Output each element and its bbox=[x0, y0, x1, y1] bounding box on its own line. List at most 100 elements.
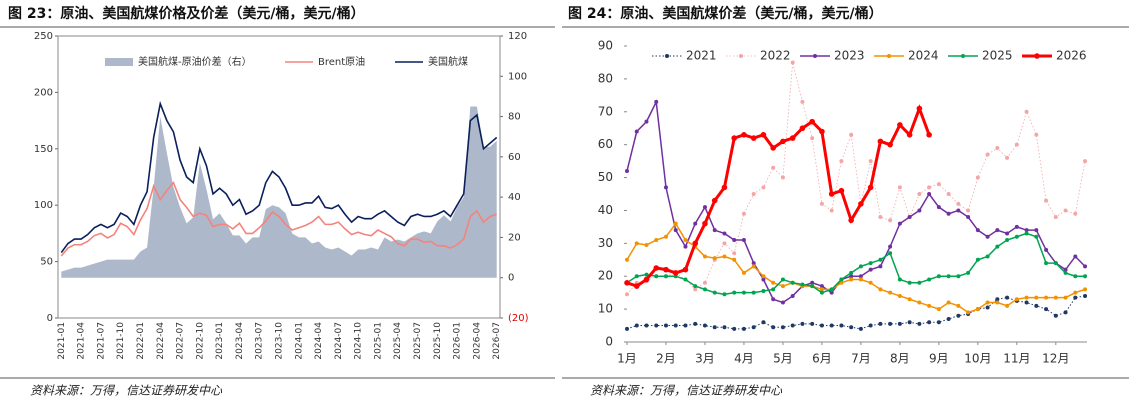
marker bbox=[1024, 109, 1029, 114]
marker bbox=[741, 238, 746, 243]
x-tick-label: 2025-07 bbox=[413, 322, 423, 360]
marker bbox=[693, 321, 698, 326]
x-tick-label: 6月 bbox=[812, 352, 832, 366]
marker bbox=[1024, 300, 1029, 305]
marker bbox=[741, 290, 746, 295]
marker bbox=[654, 238, 659, 243]
x-tick-label: 10月 bbox=[964, 352, 991, 366]
legend-label: 2024 bbox=[908, 49, 939, 63]
legend-label: 2023 bbox=[834, 49, 865, 63]
marker bbox=[761, 277, 766, 282]
marker bbox=[790, 60, 795, 65]
marker bbox=[1034, 132, 1039, 137]
legend-label: 美国航煤-原油价差（右） bbox=[138, 55, 252, 68]
x-tick-label: 2024-01 bbox=[294, 322, 304, 360]
marker bbox=[790, 293, 795, 298]
marker bbox=[966, 310, 971, 315]
marker bbox=[985, 234, 990, 239]
marker bbox=[1005, 155, 1010, 160]
marker bbox=[672, 270, 679, 276]
x-tick-label: 12月 bbox=[1042, 352, 1069, 366]
marker bbox=[927, 192, 932, 196]
marker bbox=[819, 284, 824, 289]
marker bbox=[858, 277, 863, 282]
marker bbox=[702, 254, 707, 259]
marker bbox=[751, 192, 756, 196]
x-tick-label: 8月 bbox=[890, 352, 910, 366]
marker bbox=[946, 211, 951, 216]
x-tick-label: 9月 bbox=[929, 352, 949, 366]
marker bbox=[810, 280, 815, 285]
marker bbox=[712, 256, 717, 261]
y-tick-label: 0 bbox=[605, 335, 613, 349]
marker bbox=[643, 276, 650, 283]
y-tick-label: 150 bbox=[34, 144, 53, 155]
marker bbox=[936, 320, 941, 325]
marker bbox=[780, 277, 785, 282]
marker bbox=[897, 221, 902, 226]
marker bbox=[888, 290, 893, 295]
marker bbox=[868, 323, 873, 328]
marker bbox=[732, 251, 737, 256]
x-tick-label: 2022-01 bbox=[136, 322, 146, 360]
marker bbox=[625, 292, 629, 297]
marker bbox=[810, 284, 815, 289]
marker bbox=[1005, 303, 1010, 308]
marker bbox=[829, 290, 834, 295]
y2-tick-label: 100 bbox=[508, 71, 527, 82]
marker bbox=[1034, 234, 1039, 239]
marker bbox=[907, 297, 912, 302]
x-tick-label: 5月 bbox=[773, 352, 793, 366]
marker bbox=[780, 300, 785, 305]
marker bbox=[819, 290, 824, 295]
marker bbox=[966, 215, 971, 220]
marker bbox=[683, 238, 688, 243]
marker bbox=[625, 168, 629, 173]
marker bbox=[702, 323, 707, 328]
marker bbox=[946, 192, 951, 196]
x-tick-label: 2021-04 bbox=[77, 322, 87, 360]
marker bbox=[1053, 215, 1058, 220]
marker bbox=[644, 323, 649, 328]
marker bbox=[702, 220, 708, 227]
marker bbox=[790, 323, 795, 328]
marker bbox=[633, 283, 640, 289]
marker bbox=[888, 321, 893, 326]
marker bbox=[721, 184, 728, 191]
marker bbox=[975, 228, 980, 233]
x-tick-label: 2026-07 bbox=[492, 322, 502, 360]
marker bbox=[995, 300, 1000, 305]
legend-marker bbox=[1034, 53, 1040, 59]
legend-label: 2022 bbox=[760, 49, 791, 63]
marker bbox=[654, 323, 659, 328]
marker bbox=[1005, 238, 1010, 243]
marker bbox=[828, 191, 835, 197]
y-tick-label: 90 bbox=[598, 39, 613, 53]
marker bbox=[1063, 295, 1068, 300]
x-tick-label: 4月 bbox=[734, 352, 754, 366]
marker bbox=[1053, 313, 1058, 318]
marker bbox=[897, 321, 902, 326]
marker bbox=[800, 282, 805, 287]
line bbox=[626, 99, 1086, 304]
marker bbox=[810, 321, 815, 326]
legend-label: 2021 bbox=[686, 49, 717, 63]
marker bbox=[790, 280, 795, 285]
marker bbox=[1073, 290, 1078, 295]
marker bbox=[888, 251, 893, 256]
x-tick-label: 2024-10 bbox=[354, 322, 364, 360]
legend-marker bbox=[813, 54, 817, 58]
marker bbox=[722, 231, 727, 236]
marker bbox=[780, 175, 785, 180]
marker bbox=[1034, 295, 1039, 300]
marker bbox=[839, 280, 844, 285]
marker bbox=[771, 287, 776, 292]
marker bbox=[751, 290, 756, 295]
marker bbox=[644, 272, 649, 277]
marker bbox=[682, 266, 689, 273]
x-tick-label: 2022-04 bbox=[156, 322, 166, 360]
marker bbox=[634, 323, 639, 328]
marker bbox=[634, 241, 639, 246]
marker bbox=[711, 197, 718, 204]
